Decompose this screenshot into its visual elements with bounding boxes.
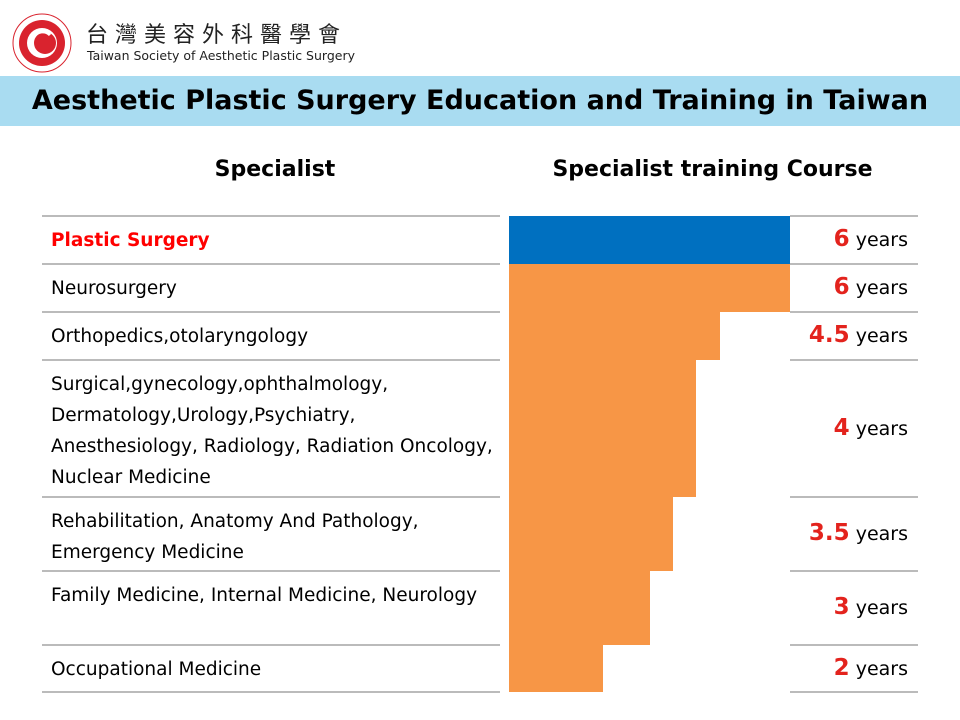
category-label-0: Plastic Surgery <box>51 230 210 251</box>
value-unit: years <box>849 523 908 545</box>
category-label-4: Rehabilitation, Anatomy And Pathology, E… <box>51 511 419 563</box>
category-label-1: Neurosurgery <box>51 278 177 299</box>
org-name-english: Taiwan Society of Aesthetic Plastic Surg… <box>87 48 355 63</box>
specialist-column-header: Specialist <box>214 157 336 182</box>
value-label-1: 6 years <box>790 274 908 300</box>
bar-6 <box>509 645 603 692</box>
value-unit: years <box>849 658 908 680</box>
value-label-5: 3 years <box>790 594 908 620</box>
category-label-6: Occupational Medicine <box>51 659 262 680</box>
bar-5 <box>509 571 650 645</box>
value-number: 3 <box>833 594 850 620</box>
course-column-header: Specialist training Course <box>552 157 873 182</box>
value-unit: years <box>849 229 908 251</box>
value-label-0: 6 years <box>790 226 908 252</box>
value-number: 4.5 <box>808 322 850 348</box>
org-name-chinese: 台灣美容外科醫學會 <box>86 23 348 48</box>
category-label-2: Orthopedics,otolaryngology <box>51 326 309 347</box>
category-label-3: Surgical,gynecology,ophthalmology, Derma… <box>51 374 493 488</box>
value-label-6: 2 years <box>790 655 908 681</box>
category-label-5: Family Medicine, Internal Medicine, Neur… <box>51 585 478 606</box>
bar-4 <box>509 497 673 571</box>
value-unit: years <box>849 325 908 347</box>
value-number: 4 <box>833 415 850 441</box>
value-label-4: 3.5 years <box>790 520 908 546</box>
value-number: 6 <box>833 274 850 300</box>
page-title: Aesthetic Plastic Surgery Education and … <box>31 85 929 116</box>
value-unit: years <box>849 418 908 440</box>
bar-2 <box>509 312 720 360</box>
bar-1 <box>509 264 790 312</box>
bar-0 <box>509 216 790 264</box>
value-unit: years <box>849 597 908 619</box>
bar-3 <box>509 360 696 497</box>
value-label-2: 4.5 years <box>790 322 908 348</box>
title-band: Aesthetic Plastic Surgery Education and … <box>0 76 960 126</box>
value-number: 3.5 <box>808 520 850 546</box>
value-label-3: 4 years <box>790 415 908 441</box>
society-logo <box>12 13 72 73</box>
value-unit: years <box>849 277 908 299</box>
value-number: 2 <box>833 655 850 681</box>
value-number: 6 <box>833 226 850 252</box>
